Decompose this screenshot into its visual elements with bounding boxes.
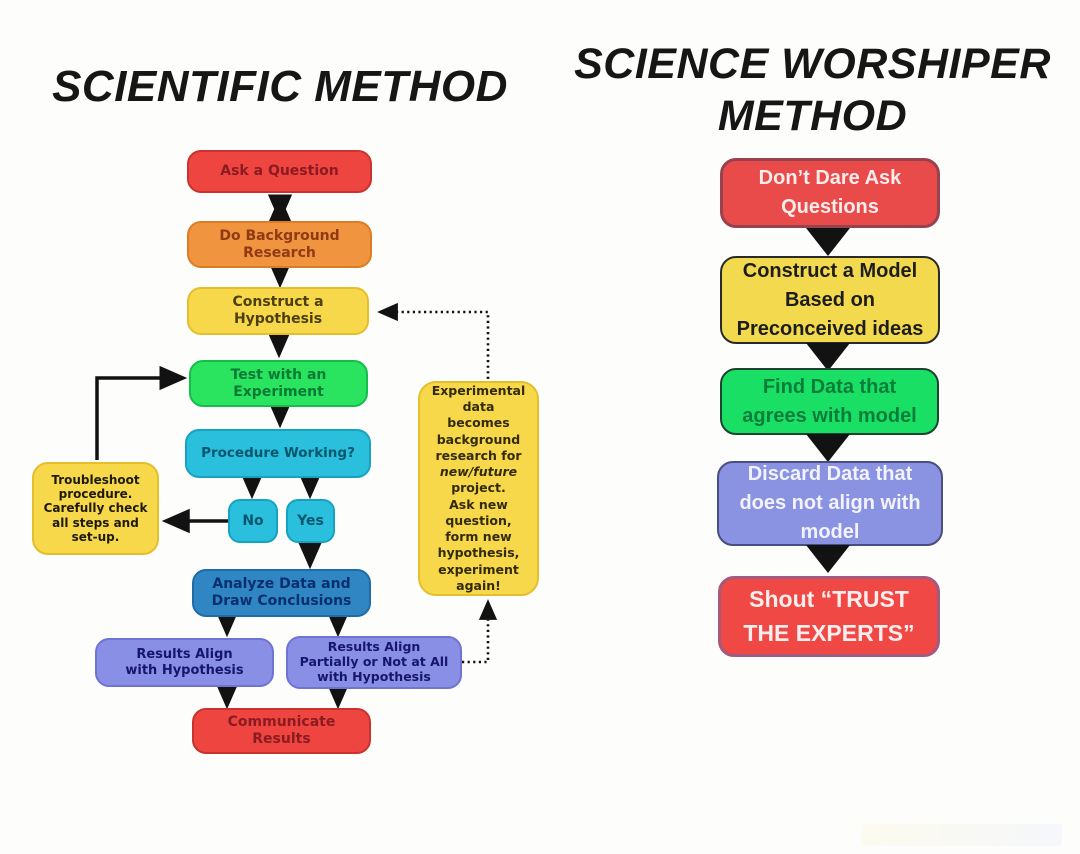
flow-box-results-align-partially: Results Align Partially or Not at All wi…: [286, 636, 462, 689]
dotted-arrow-sidenote-to-hypothesis: [377, 302, 490, 379]
flow-box-construct-model-preconceived: Construct a Model Based on Preconceived …: [720, 256, 940, 344]
down-triangle-arrow-4: [806, 545, 850, 573]
left-chart-title: SCIENTIFIC METHOD: [52, 62, 508, 111]
down-triangle-arrow-2: [806, 343, 850, 371]
flow-box-communicate-results: Communicate Results: [192, 708, 371, 754]
flow-box-do-background-research: Do Background Research: [187, 221, 372, 268]
arrow-troubleshoot-loop-to-test: [95, 365, 188, 460]
flow-box-shout-trust-the-experts: Shout “TRUST THE EXPERTS”: [718, 576, 940, 657]
flow-box-troubleshoot-procedure: Troubleshoot procedure. Carefully check …: [32, 462, 159, 555]
flow-box-experimental-data-side-note: Experimental data becomes background res…: [418, 381, 539, 596]
flow-box-no: No: [228, 499, 278, 543]
right-chart-title: SCIENCE WORSHIPER METHOD: [574, 40, 1051, 141]
flow-box-construct-a-hypothesis: Construct a Hypothesis: [187, 287, 369, 335]
flow-box-find-data-agrees-with-model: Find Data that agrees with model: [720, 368, 939, 435]
flow-box-test-with-an-experiment: Test with an Experiment: [189, 360, 368, 407]
down-triangle-arrow-1: [806, 228, 850, 256]
flow-box-dont-dare-ask-questions: Don’t Dare Ask Questions: [720, 158, 940, 228]
dotted-arrow-results-partial-to-sidenote: [462, 599, 498, 664]
side-note-text: Experimental data becomes background res…: [431, 382, 526, 593]
faded-watermark: [862, 824, 1062, 846]
flow-box-yes: Yes: [286, 499, 335, 543]
down-triangle-arrow-3: [806, 434, 850, 462]
side-note-italic-text: new/future: [439, 464, 518, 480]
flow-box-discard-data-not-align: Discard Data that does not align with mo…: [717, 461, 943, 546]
flow-box-procedure-working: Procedure Working?: [185, 429, 371, 478]
flow-box-ask-a-question: Ask a Question: [187, 150, 372, 193]
flow-box-analyze-data-draw-conclusions: Analyze Data and Draw Conclusions: [192, 569, 371, 617]
flow-box-results-align-with-hypothesis: Results Align with Hypothesis: [95, 638, 274, 687]
